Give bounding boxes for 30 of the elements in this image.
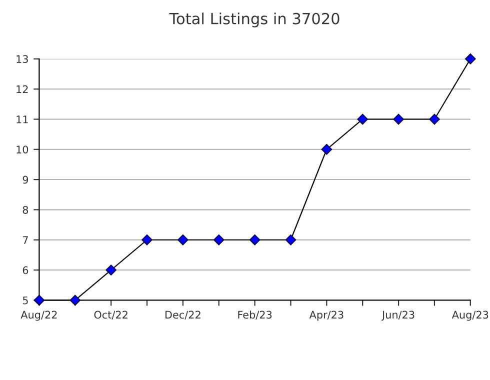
point — [34, 294, 45, 306]
point — [357, 114, 368, 125]
x-tick-label: Dec/22 — [165, 310, 200, 320]
point — [465, 54, 476, 64]
y-tick-label: 13 — [16, 55, 28, 64]
chart-title: Total Listings in 37020 — [169, 12, 340, 28]
point — [70, 294, 81, 306]
y-tick-label: 10 — [16, 146, 28, 154]
point — [249, 234, 260, 246]
point — [178, 234, 188, 246]
x-tick-label: Aug/23 — [452, 310, 488, 321]
y-tick-label: 11 — [16, 116, 28, 124]
point — [106, 264, 116, 276]
point — [321, 144, 332, 155]
x-tick-label: Apr/23 — [309, 310, 344, 321]
x-tick-label: Jun/23 — [381, 310, 414, 321]
y-tick-label: 7 — [23, 236, 28, 244]
point — [285, 234, 296, 246]
point — [213, 234, 224, 246]
x-tick-label: Oct/22 — [94, 310, 128, 320]
y-tick-label: 12 — [16, 85, 28, 94]
y-tick-label: 6 — [22, 266, 28, 274]
y-tick-label: 5 — [22, 296, 28, 304]
y-tick-label: 8 — [22, 206, 28, 214]
point — [393, 114, 404, 125]
x-tick-label: Feb/23 — [238, 310, 272, 320]
y-tick-label: 9 — [22, 176, 28, 184]
point — [142, 234, 152, 246]
point — [429, 114, 440, 125]
x-tick-label: Aug/22 — [20, 310, 57, 321]
